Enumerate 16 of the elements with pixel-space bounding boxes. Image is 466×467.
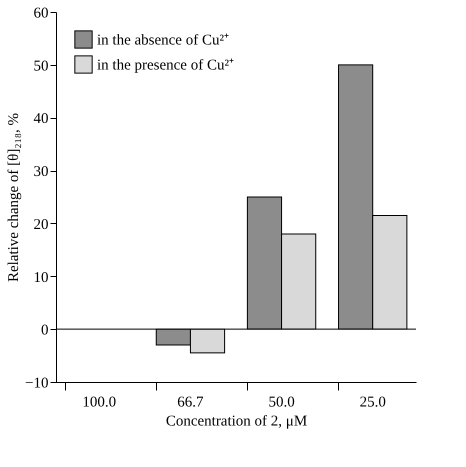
y-tick-label: 30 (34, 164, 48, 180)
legend-label: in the presence of Cu²⁺ (97, 58, 234, 74)
legend-label: in the absence of Cu²⁺ (97, 32, 229, 48)
y-tick-label: 20 (34, 216, 48, 233)
x-tick-label: 66.7 (177, 394, 204, 410)
y-tick-label: −10 (25, 376, 48, 392)
x-tick-label: 25.0 (360, 394, 386, 410)
y-tick-label: 40 (34, 111, 48, 128)
x-axis-title: Concentration of 2, μM (166, 414, 308, 430)
y-axis-title: Relative change of [θ]₂₁₈, % (6, 112, 22, 282)
x-tick-label: 100.0 (82, 394, 116, 410)
y-tick-label: 0 (41, 322, 48, 339)
y-tick-label: 50 (34, 58, 48, 74)
y-tick-label: 10 (34, 270, 48, 286)
y-tick-label: 60 (34, 6, 48, 22)
x-tick-label: 50.0 (268, 394, 295, 410)
